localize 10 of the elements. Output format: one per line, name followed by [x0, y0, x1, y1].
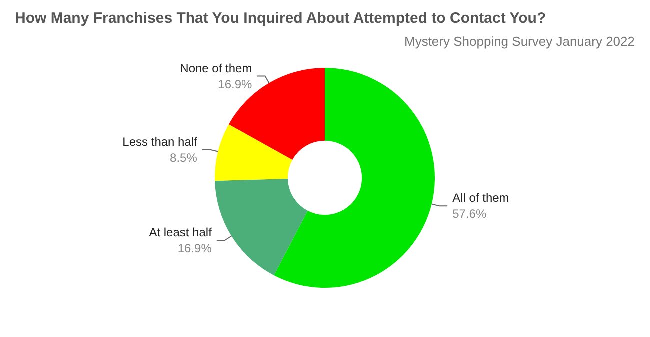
slice-label: All of them [452, 191, 510, 206]
data-label: 57.6% [452, 207, 487, 222]
chart-title: How Many Franchises That You Inquired About Attempted to Contact You? [15, 10, 546, 27]
slice-label: At least half [149, 226, 213, 240]
data-label: 8.5% [170, 150, 198, 165]
slice-label: None of them [180, 61, 252, 76]
data-label: 16.9% [218, 77, 253, 92]
data-label: 16.9% [178, 242, 212, 256]
slice-label: Less than half [122, 134, 198, 149]
chart-subtitle: Mystery Shopping Survey January 2022 [404, 34, 635, 49]
